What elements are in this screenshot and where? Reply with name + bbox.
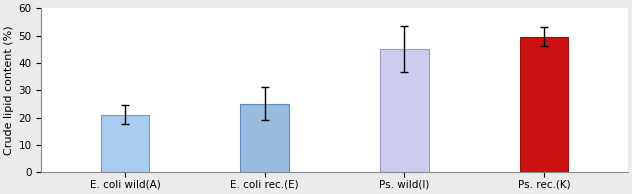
Bar xyxy=(380,49,428,172)
Y-axis label: Crude lipid content (%): Crude lipid content (%) xyxy=(4,25,14,155)
Bar xyxy=(240,104,289,172)
Bar xyxy=(520,37,568,172)
Bar xyxy=(100,115,149,172)
